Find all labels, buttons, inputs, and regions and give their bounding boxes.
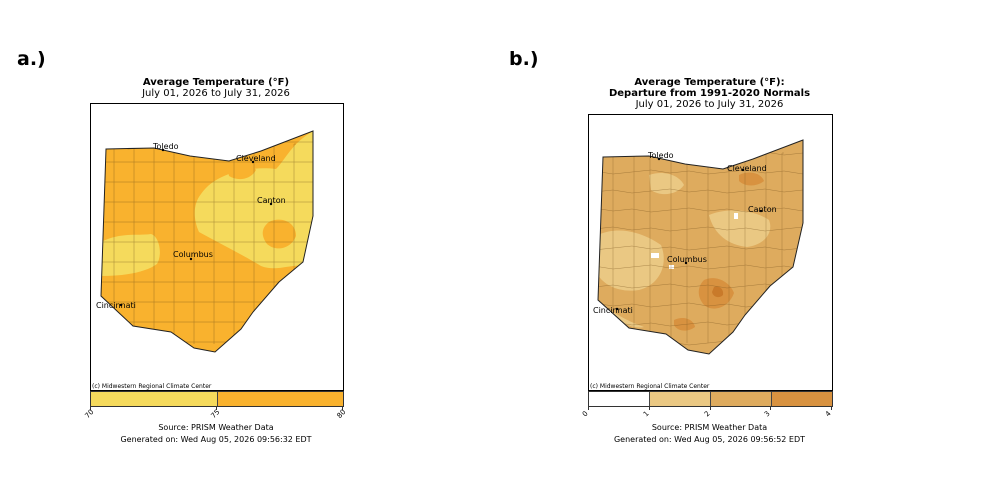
panel-b-ohio-shape: [598, 140, 803, 354]
panel-b-map-frame[interactable]: Toledo Cleveland Canton Columbus Cincinn…: [588, 114, 833, 391]
county-line: [101, 161, 313, 164]
county-line: [94, 144, 96, 344]
panel-a-ohio-outline: [100, 130, 314, 353]
county-line: [598, 226, 803, 232]
panel-b-subtitle: July 01, 2026 to July 31, 2026: [635, 99, 784, 110]
panel-a-credit: (c) Midwestern Regional Climate Center: [92, 383, 214, 390]
colorbar-tick-mark: [342, 407, 343, 410]
county-line: [101, 221, 313, 224]
panel-b-credit: (c) Midwestern Regional Climate Center: [590, 383, 712, 390]
city-label-cincinnati: Cincinnati: [593, 306, 633, 315]
colorbar-tick-mark: [588, 407, 589, 410]
county-line: [632, 152, 635, 343]
panel-b-cities: Toledo Cleveland Canton Columbus Cincinn…: [593, 151, 777, 315]
city-label-columbus: Columbus: [173, 250, 213, 259]
county-line: [101, 241, 313, 244]
colorbar-tick-label: 3: [763, 409, 772, 419]
county-line: [314, 144, 316, 344]
county-line: [649, 152, 651, 343]
colorbar-tick-mark: [90, 407, 91, 410]
colorbar-tick-mark: [648, 407, 650, 410]
county-line: [727, 152, 730, 343]
city-label-toledo: Toledo: [647, 151, 674, 160]
county-line: [213, 143, 216, 344]
panel-a-label: a.): [17, 48, 46, 70]
panel-a-source: Source: PRISM Weather Data: [158, 423, 274, 432]
colorbar-tick-mark: [770, 407, 772, 410]
panel-a-generated: Generated on: Wed Aug 05, 2026 09:56:32 …: [120, 435, 312, 444]
city-label-cleveland: Cleveland: [236, 154, 276, 163]
colorbar-tick-mark: [709, 407, 711, 410]
county-line: [193, 143, 196, 344]
panel-b-title2: Departure from 1991-2020 Normals: [608, 88, 811, 99]
colorbar-tick-label: 1: [641, 409, 651, 419]
panel-a-footer: Source: PRISM Weather Data Generated on:…: [90, 422, 342, 446]
county-line: [113, 143, 116, 344]
colorbar-tick-label: 70: [83, 408, 96, 420]
panel-b-generated: Generated on: Wed Aug 05, 2026 09:56:52 …: [613, 435, 806, 444]
county-line: [744, 152, 746, 343]
panel-b-source: Source: PRISM Weather Data: [651, 423, 768, 432]
colorbar-bin: [710, 392, 771, 406]
colorbar-tick-label: 4: [823, 409, 833, 419]
county-line: [133, 143, 136, 344]
colorbar-bin: [771, 392, 832, 406]
panel-b-ohio-outline: [597, 139, 804, 355]
panel-a-title: Average Temperature (°F): [142, 77, 290, 88]
city-label-toledo: Toledo: [152, 142, 179, 151]
colorbar-bin: [649, 392, 710, 406]
panel-b-title-block: Average Temperature (°F): Departure from…: [588, 77, 831, 110]
city-label-columbus: Columbus: [667, 255, 707, 264]
panel-b-label: b.): [509, 48, 539, 70]
panel-a-title-block: Average Temperature (°F) July 01, 2026 t…: [90, 77, 342, 99]
colorbar-tick-mark: [216, 407, 217, 410]
colorbar-tick-label: 75: [209, 408, 222, 420]
county-line: [233, 143, 236, 344]
panel-a-map: Toledo Cleveland Canton Columbus Cincinn…: [94, 130, 316, 353]
colorbar-bin: [589, 392, 649, 406]
county-line: [173, 143, 176, 344]
colorbar-tick-mark: [831, 407, 832, 410]
city-label-cleveland: Cleveland: [727, 164, 767, 173]
county-line: [670, 152, 672, 343]
colorbar-bin: [216, 392, 343, 406]
panel-b-colorbar: [588, 391, 833, 407]
panel-a-map-frame[interactable]: Toledo Cleveland Canton Columbus Cincinn…: [90, 103, 344, 391]
county-line: [101, 261, 313, 264]
colorbar-tick-label: 2: [702, 409, 712, 419]
county-line: [253, 143, 256, 344]
county-line: [101, 201, 313, 204]
colorbar-bin: [91, 392, 217, 406]
county-line: [101, 181, 313, 184]
panel-a-subtitle: July 01, 2026 to July 31, 2026: [142, 88, 290, 99]
panel-a-cities: Toledo Cleveland Canton Columbus Cincinn…: [96, 142, 286, 310]
city-label-cincinnati: Cincinnati: [96, 301, 136, 310]
panel-b-map: Toledo Cleveland Canton Columbus Cincinn…: [593, 139, 804, 355]
panel-b-footer: Source: PRISM Weather Data Generated on:…: [588, 422, 831, 446]
colorbar-tick-label: 0: [580, 409, 590, 419]
panel-a-colorbar: [90, 391, 344, 407]
city-label-canton: Canton: [257, 196, 286, 205]
colorbar-tick-label: 80: [335, 408, 348, 420]
county-line: [101, 281, 313, 284]
county-line: [686, 152, 689, 343]
panel-b-title: Average Temperature (°F):: [634, 77, 785, 88]
city-label-canton: Canton: [748, 205, 777, 214]
county-line: [153, 143, 156, 344]
